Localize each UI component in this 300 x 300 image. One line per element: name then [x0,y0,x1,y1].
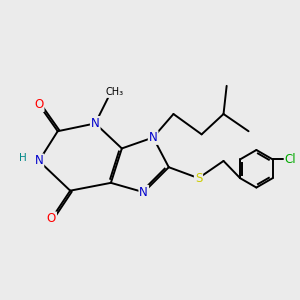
Text: O: O [47,212,56,225]
Text: N: N [140,186,148,199]
Text: N: N [34,154,43,167]
Text: O: O [34,98,44,111]
Text: N: N [149,131,158,144]
Text: CH₃: CH₃ [106,87,124,97]
Text: N: N [91,117,100,130]
Text: S: S [195,172,202,185]
Text: H: H [20,153,27,163]
Text: Cl: Cl [285,153,296,166]
